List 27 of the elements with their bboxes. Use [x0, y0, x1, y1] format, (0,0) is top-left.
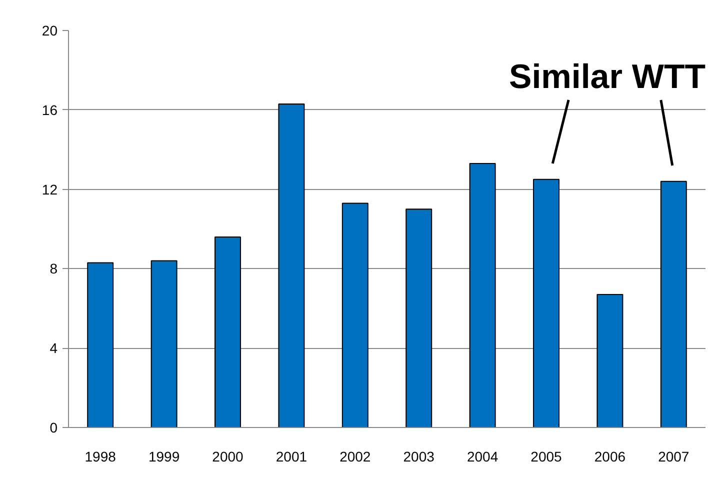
x-tick-label: 2006 — [594, 448, 626, 464]
y-tick-label: 20 — [42, 22, 58, 38]
bar — [406, 208, 432, 428]
bar — [533, 178, 560, 428]
bar — [596, 294, 624, 428]
y-tick-label: 12 — [42, 181, 58, 198]
y-tick-label: 8 — [50, 260, 58, 277]
bar — [278, 103, 305, 428]
bar — [469, 162, 496, 428]
x-tick-label: 2002 — [340, 448, 371, 464]
bar — [342, 202, 368, 428]
x-tick-label: 1998 — [84, 448, 116, 464]
y-tick-label: 0 — [50, 420, 58, 436]
x-tick-label: 2004 — [466, 448, 498, 464]
x-tick-label: 1999 — [148, 448, 180, 464]
x-tick-label: 2007 — [658, 448, 690, 464]
y-tick-label: 16 — [42, 102, 58, 118]
bar — [214, 236, 241, 428]
x-tick-label: 2001 — [276, 448, 308, 464]
x-tick-label: 2003 — [403, 448, 435, 464]
bar — [660, 180, 687, 428]
bar — [150, 260, 178, 428]
y-tick-label: 4 — [50, 340, 58, 356]
x-tick-label: 2000 — [212, 448, 244, 464]
annotation: Similar WTT — [509, 58, 706, 96]
x-tick-label: 2005 — [530, 448, 562, 464]
bar — [87, 262, 114, 428]
